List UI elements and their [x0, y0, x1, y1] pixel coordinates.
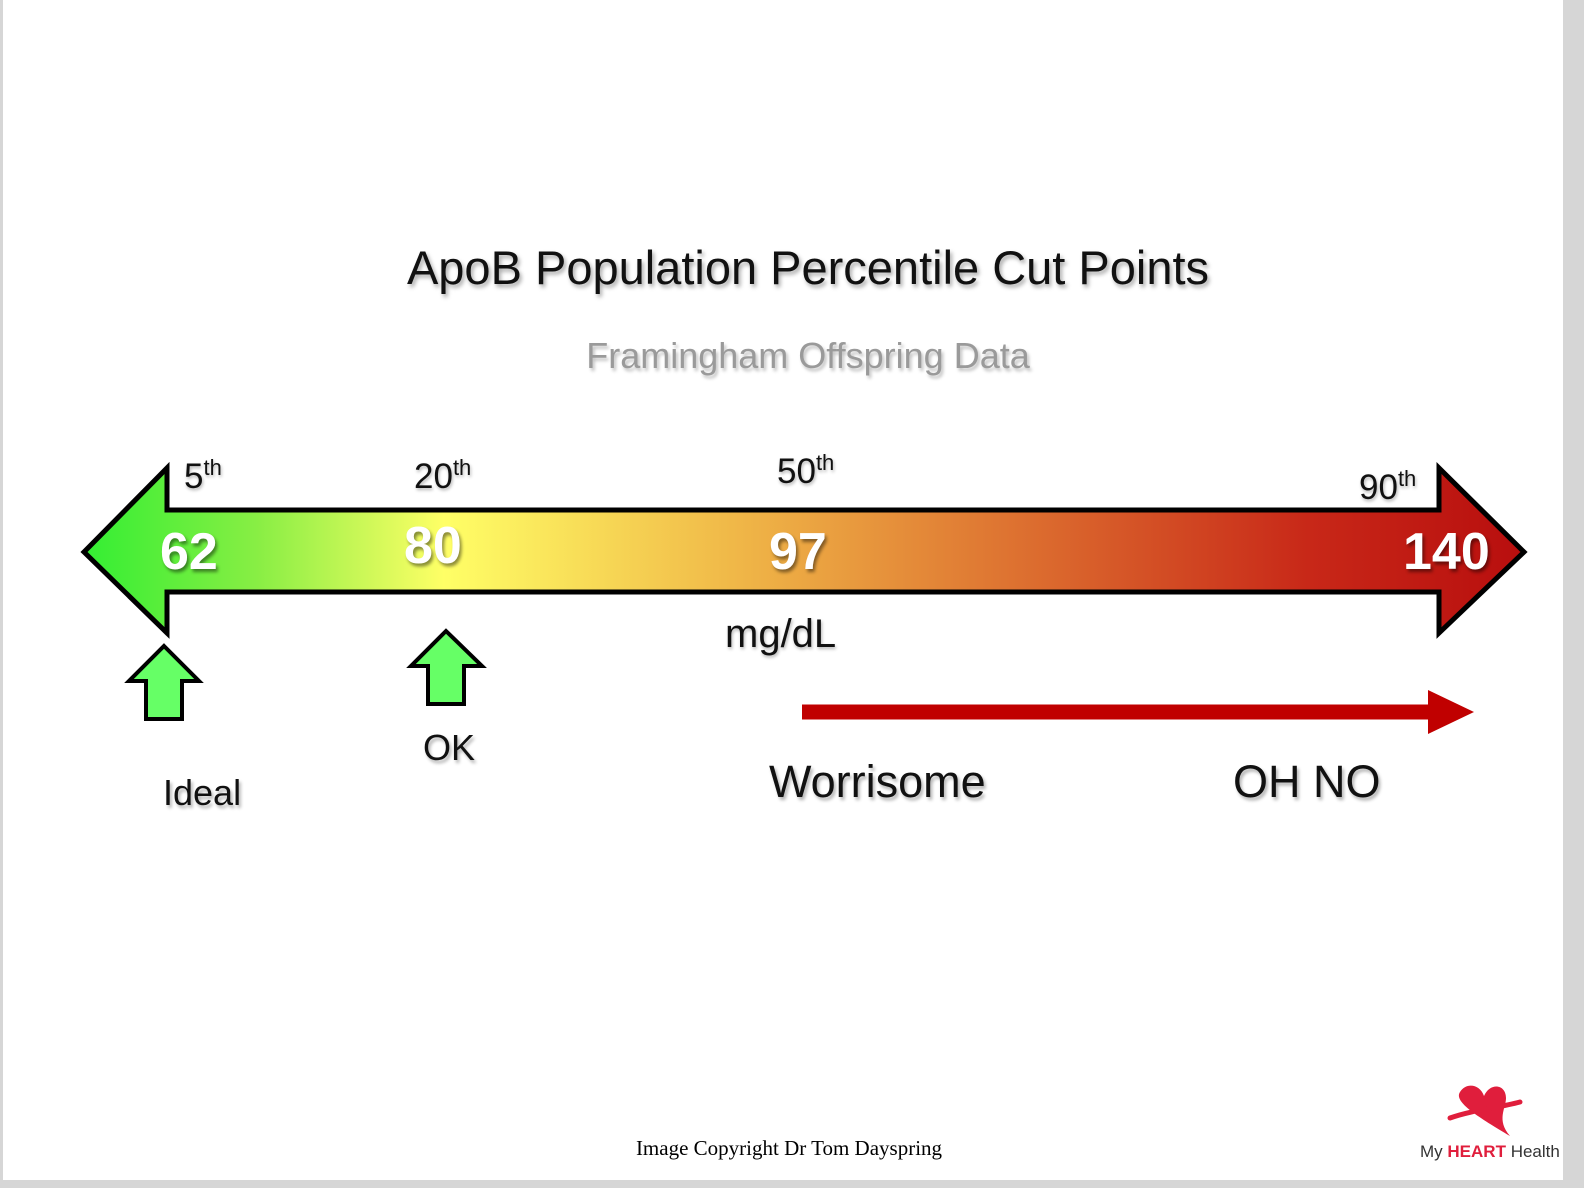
oh-no-label: OH NO — [1233, 756, 1381, 807]
ideal-label: Ideal — [163, 772, 242, 813]
percentile-label-50: 50th — [777, 450, 835, 491]
percentile-label-20: 20th — [414, 455, 472, 496]
heart-logo-icon — [1447, 1085, 1523, 1136]
chart-subtitle: Framingham Offspring Data — [586, 335, 1030, 376]
percentile-label-90: 90th — [1359, 466, 1417, 507]
cut-value-140: 140 — [1403, 523, 1490, 581]
cut-value-80: 80 — [404, 517, 462, 575]
chart-title: ApoB Population Percentile Cut Points — [406, 241, 1210, 294]
unit-label: mg/dL — [725, 612, 837, 656]
logo-wordmark: My HEART Health — [1420, 1142, 1560, 1161]
ideal-up-arrow-icon — [124, 643, 204, 721]
percentile-label-5: 5th — [184, 455, 222, 496]
cut-value-97: 97 — [769, 523, 827, 581]
worrisome-arrow-head-icon — [1428, 690, 1474, 734]
copyright-text: Image Copyright Dr Tom Dayspring — [635, 1136, 943, 1160]
worrisome-label: Worrisome — [769, 756, 986, 807]
ok-label: OK — [423, 727, 476, 768]
double-arrow-scale — [80, 461, 1528, 639]
ok-up-arrow-icon — [406, 628, 487, 706]
cut-value-62: 62 — [160, 523, 218, 581]
